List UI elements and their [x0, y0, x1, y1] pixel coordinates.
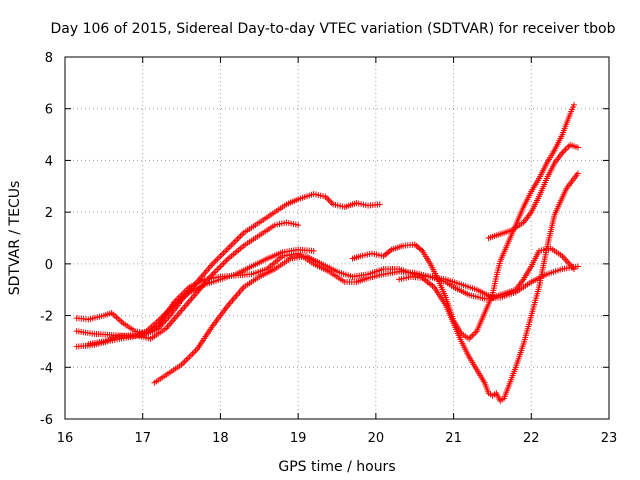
- data-point: [237, 232, 244, 239]
- data-point: [218, 261, 225, 268]
- data-point: [574, 263, 581, 270]
- data-point: [574, 144, 581, 151]
- x-tick-label: 16: [57, 431, 74, 446]
- data-point: [191, 349, 198, 356]
- data-point: [222, 258, 229, 265]
- data-point: [376, 201, 383, 208]
- series-track-c: [73, 246, 317, 350]
- data-point: [192, 347, 199, 354]
- data-point: [212, 257, 219, 264]
- y-tick-label: 2: [45, 206, 53, 221]
- chart-title: Day 106 of 2015, Sidereal Day-to-day VTE…: [50, 21, 615, 37]
- data-point: [562, 146, 569, 153]
- x-tick-label: 21: [445, 431, 462, 446]
- series-track-f: [349, 101, 578, 342]
- data-point: [215, 264, 222, 271]
- y-tick-label: 6: [45, 103, 53, 118]
- x-tick-label: 22: [523, 431, 540, 446]
- data-point: [234, 236, 241, 243]
- data-point: [470, 331, 477, 338]
- data-point: [295, 222, 302, 229]
- data-point: [215, 254, 222, 261]
- data-point: [228, 242, 235, 249]
- data-point: [229, 240, 236, 247]
- data-point: [571, 266, 578, 273]
- data-point: [223, 246, 230, 253]
- data-point: [239, 231, 246, 238]
- x-tick-label: 20: [368, 431, 385, 446]
- y-tick-label: -6: [40, 413, 53, 428]
- data-point: [231, 239, 238, 246]
- y-tick-label: -2: [40, 310, 53, 325]
- grid: [65, 57, 609, 419]
- series-track-a: [73, 191, 383, 337]
- data-point: [184, 355, 191, 362]
- data-point: [181, 358, 188, 365]
- data-point: [214, 266, 221, 273]
- y-tick-label: -4: [40, 361, 53, 376]
- data-point: [211, 259, 218, 266]
- axis-ticks: 16 17 18 19 20 21 22 23 -6 -4 -2 0 2 4 6 8: [40, 51, 617, 446]
- data-point: [232, 237, 239, 244]
- data-point: [217, 263, 224, 270]
- x-tick-label: 17: [134, 431, 151, 446]
- y-tick-label: 0: [45, 258, 53, 273]
- x-tick-label: 18: [212, 431, 229, 446]
- data-point: [226, 243, 233, 250]
- data-point: [186, 353, 193, 360]
- data-point: [560, 148, 567, 155]
- x-axis-label: GPS time / hours: [278, 459, 395, 475]
- data-point: [327, 198, 334, 205]
- data-point: [212, 268, 219, 275]
- data-point: [574, 170, 581, 177]
- data-point: [236, 234, 243, 241]
- plot-frame: [64, 56, 610, 420]
- series-track-e: [151, 245, 578, 386]
- x-tick-label: 23: [601, 431, 618, 446]
- data-point: [214, 256, 221, 263]
- y-tick-label: 8: [45, 51, 53, 66]
- data-point: [220, 260, 227, 267]
- data-point: [183, 357, 190, 364]
- data-point: [217, 253, 224, 260]
- x-tick-label: 19: [290, 431, 307, 446]
- y-axis-label: SDTVAR / TECUs: [7, 181, 23, 296]
- data-point: [189, 350, 196, 357]
- data-point: [187, 352, 194, 359]
- data-point: [218, 251, 225, 258]
- data-point: [222, 248, 229, 255]
- series-track-d: [85, 219, 302, 348]
- data-point: [180, 360, 187, 367]
- series-track-g: [396, 170, 581, 404]
- data-point: [467, 334, 474, 341]
- data-point: [565, 143, 572, 150]
- data-point: [223, 257, 230, 264]
- data-point: [325, 196, 332, 203]
- data-point: [220, 249, 227, 256]
- data-point: [571, 101, 578, 108]
- data-point: [310, 247, 317, 254]
- series-track-h: [485, 141, 581, 241]
- data-point: [225, 245, 232, 252]
- data-points: [73, 101, 581, 404]
- y-tick-label: 4: [45, 154, 53, 169]
